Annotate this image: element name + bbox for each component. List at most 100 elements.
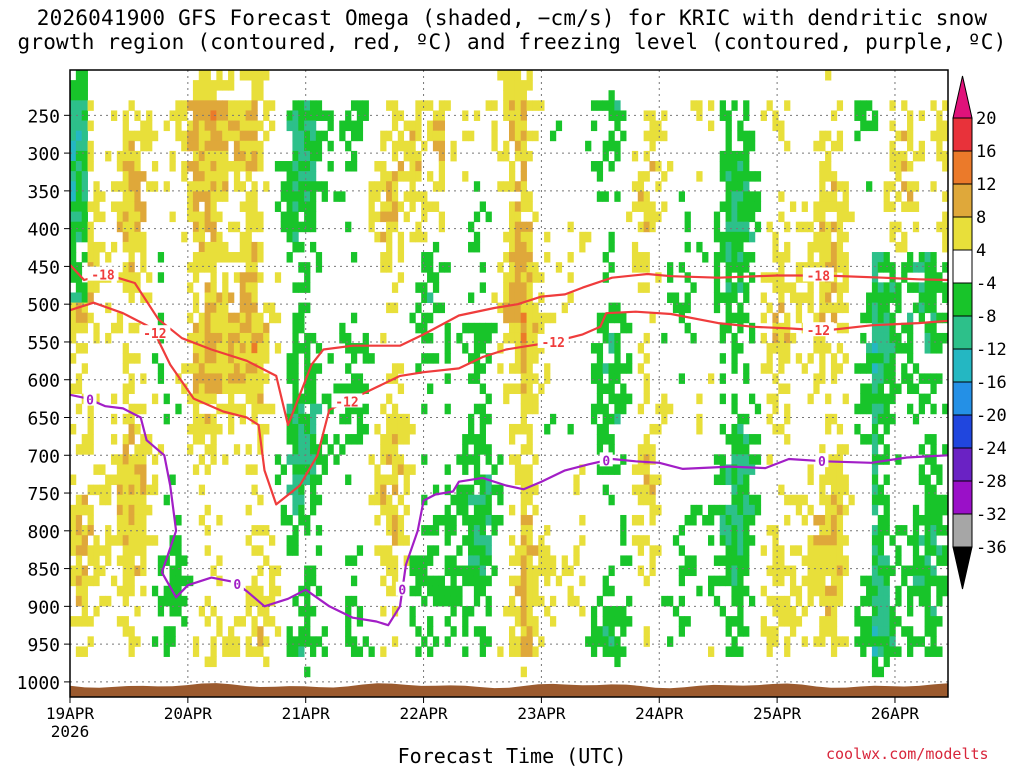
omega-cell [877,646,885,657]
omega-cell [257,322,264,334]
omega-cell [415,282,422,293]
omega-cell [737,120,744,132]
omega-cell [918,575,925,587]
omega-cell [257,120,264,132]
omega-cell [444,616,451,627]
omega-cell [427,616,434,627]
omega-cell [725,504,732,516]
omega-cell [204,100,211,111]
omega-cell [649,565,656,577]
omega-cell [503,282,510,293]
colorbar-bin [952,315,973,350]
omega-cell [514,201,522,212]
omega-cell [901,130,908,142]
omega-cell [99,191,106,202]
omega-cell [204,292,211,303]
omega-cell [280,504,287,516]
omega-cell [345,383,352,395]
omega-cell [678,545,685,556]
omega-cell [514,302,522,314]
omega-cell [251,403,258,415]
omega-cell [374,545,381,556]
omega-cell [81,575,88,587]
omega-cell [918,262,925,273]
omega-cell [637,565,645,577]
omega-cell [520,282,527,293]
omega-cell [731,565,738,577]
omega-cell [81,252,88,263]
colorbar-label--12: -12 [976,340,1007,360]
omega-cell [491,565,498,577]
contour-label--18: -18 [807,269,831,284]
omega-cell [918,373,925,384]
omega-cell [245,444,252,455]
omega-cell [637,545,645,556]
omega-cell [719,474,726,486]
omega-cell [321,626,328,637]
omega-cell [187,191,194,202]
omega-cell [877,555,885,566]
omega-cell [871,343,879,354]
omega-cell [110,434,118,445]
omega-cell [134,403,141,415]
omega-cell [333,454,340,465]
omega-cell [391,434,399,445]
omega-cell [526,484,533,496]
omega-cell [403,434,410,445]
omega-cell [187,211,194,223]
y-tick-label-450: 450 [27,257,60,278]
omega-cell [585,140,592,152]
omega-cell [901,322,908,334]
omega-cell [251,525,258,536]
omega-cell [883,201,890,212]
omega-cell [526,241,533,253]
omega-cell [813,383,820,395]
omega-cell [883,565,890,577]
omega-cell [210,332,217,344]
omega-cell [157,252,165,263]
omega-cell [918,292,925,303]
omega-cell [743,292,750,303]
omega-cell [520,231,527,243]
omega-cell [350,646,358,657]
omega-cell [538,565,545,577]
omega-cell [233,616,241,627]
omega-cell [479,535,486,546]
omega-cell [204,130,211,142]
omega-cell [912,201,920,212]
omega-cell [251,292,258,303]
omega-cell [866,363,873,374]
omega-cell [298,201,305,212]
omega-cell [544,363,551,374]
omega-cell [614,636,621,647]
omega-cell [251,282,258,293]
omega-cell [924,504,931,516]
omega-cell [75,545,83,556]
omega-cell [210,161,217,172]
omega-cell [397,494,405,506]
omega-cell [228,161,235,172]
omega-cell [620,322,627,334]
omega-cell [473,545,481,556]
omega-cell [784,353,791,364]
omega-cell [678,262,685,273]
omega-cell [789,282,797,293]
omega-cell [321,110,328,121]
omega-cell [356,373,364,384]
omega-cell [836,363,844,374]
omega-cell [450,140,457,152]
omega-cell [350,353,358,364]
omega-cell [684,211,691,223]
omega-cell [309,161,317,172]
omega-cell [204,656,211,668]
omega-cell [936,150,943,162]
omega-cell [620,130,627,142]
omega-cell [514,110,522,121]
omega-cell [731,332,738,344]
omega-cell [304,221,311,233]
omega-cell [210,605,217,617]
omega-cell [210,171,217,182]
omega-cell [251,181,258,192]
omega-cell [602,484,609,496]
omega-cell [596,626,604,637]
